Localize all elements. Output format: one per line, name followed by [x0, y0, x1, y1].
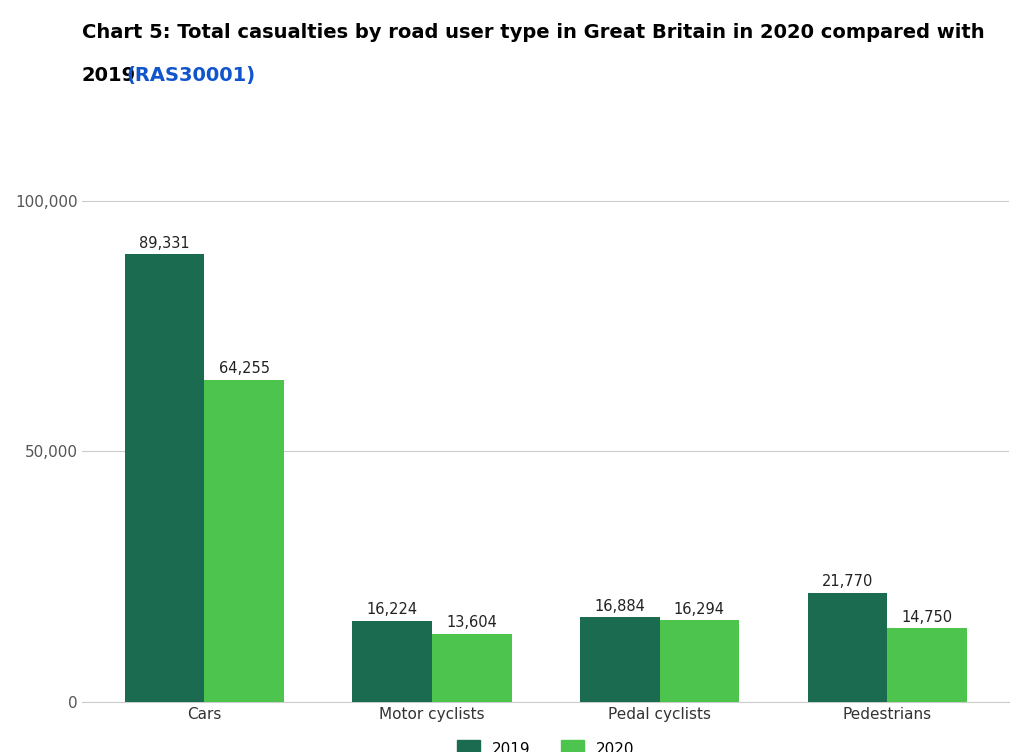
Text: 14,750: 14,750: [901, 610, 952, 625]
Bar: [887, 628, 967, 702]
Text: 89,331: 89,331: [139, 235, 189, 250]
Bar: [352, 620, 432, 702]
Text: 16,884: 16,884: [594, 599, 645, 614]
Bar: [808, 593, 887, 702]
Text: 16,224: 16,224: [367, 602, 418, 617]
Bar: [204, 380, 284, 702]
Text: 2019: 2019: [82, 66, 136, 85]
Text: (RAS30001): (RAS30001): [126, 66, 255, 85]
Bar: [580, 617, 659, 702]
Legend: 2019, 2020: 2019, 2020: [450, 732, 642, 752]
Text: Chart 5: Total casualties by road user type in Great Britain in 2020 compared wi: Chart 5: Total casualties by road user t…: [82, 23, 984, 41]
Text: 21,770: 21,770: [821, 575, 873, 590]
Text: 64,255: 64,255: [218, 361, 269, 376]
Bar: [125, 254, 204, 702]
Text: 16,294: 16,294: [674, 602, 725, 617]
Bar: [432, 634, 512, 702]
Text: 13,604: 13,604: [446, 615, 498, 630]
Bar: [659, 620, 739, 702]
